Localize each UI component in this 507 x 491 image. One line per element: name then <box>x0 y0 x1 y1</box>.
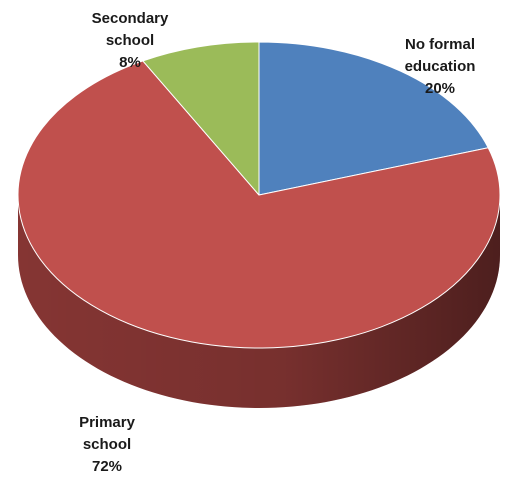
label-no-formal-education: No formal education 20% <box>380 34 500 100</box>
pie-slice-primary-school <box>17 60 501 349</box>
label-primary-school-line2: school <box>82 436 132 453</box>
label-secondary-school-value: 8% <box>119 54 141 71</box>
label-no-formal-education-value: 20% <box>424 80 456 97</box>
pie-side-shade-primary-school <box>18 195 500 408</box>
label-secondary-school: Secondary school 8% <box>80 8 180 74</box>
label-no-formal-education-line1: No formal <box>404 36 475 53</box>
pie-slice-secondary-school <box>142 41 260 196</box>
label-primary-school: Primary school 72% <box>62 412 152 478</box>
label-no-formal-education-line2: education <box>404 58 476 75</box>
label-primary-school-line1: Primary <box>79 414 135 431</box>
label-secondary-school-line1: Secondary <box>91 10 169 27</box>
label-secondary-school-line2: school <box>105 32 155 49</box>
label-primary-school-value: 72% <box>91 458 123 475</box>
pie-slice-no-formal-education <box>258 41 489 196</box>
